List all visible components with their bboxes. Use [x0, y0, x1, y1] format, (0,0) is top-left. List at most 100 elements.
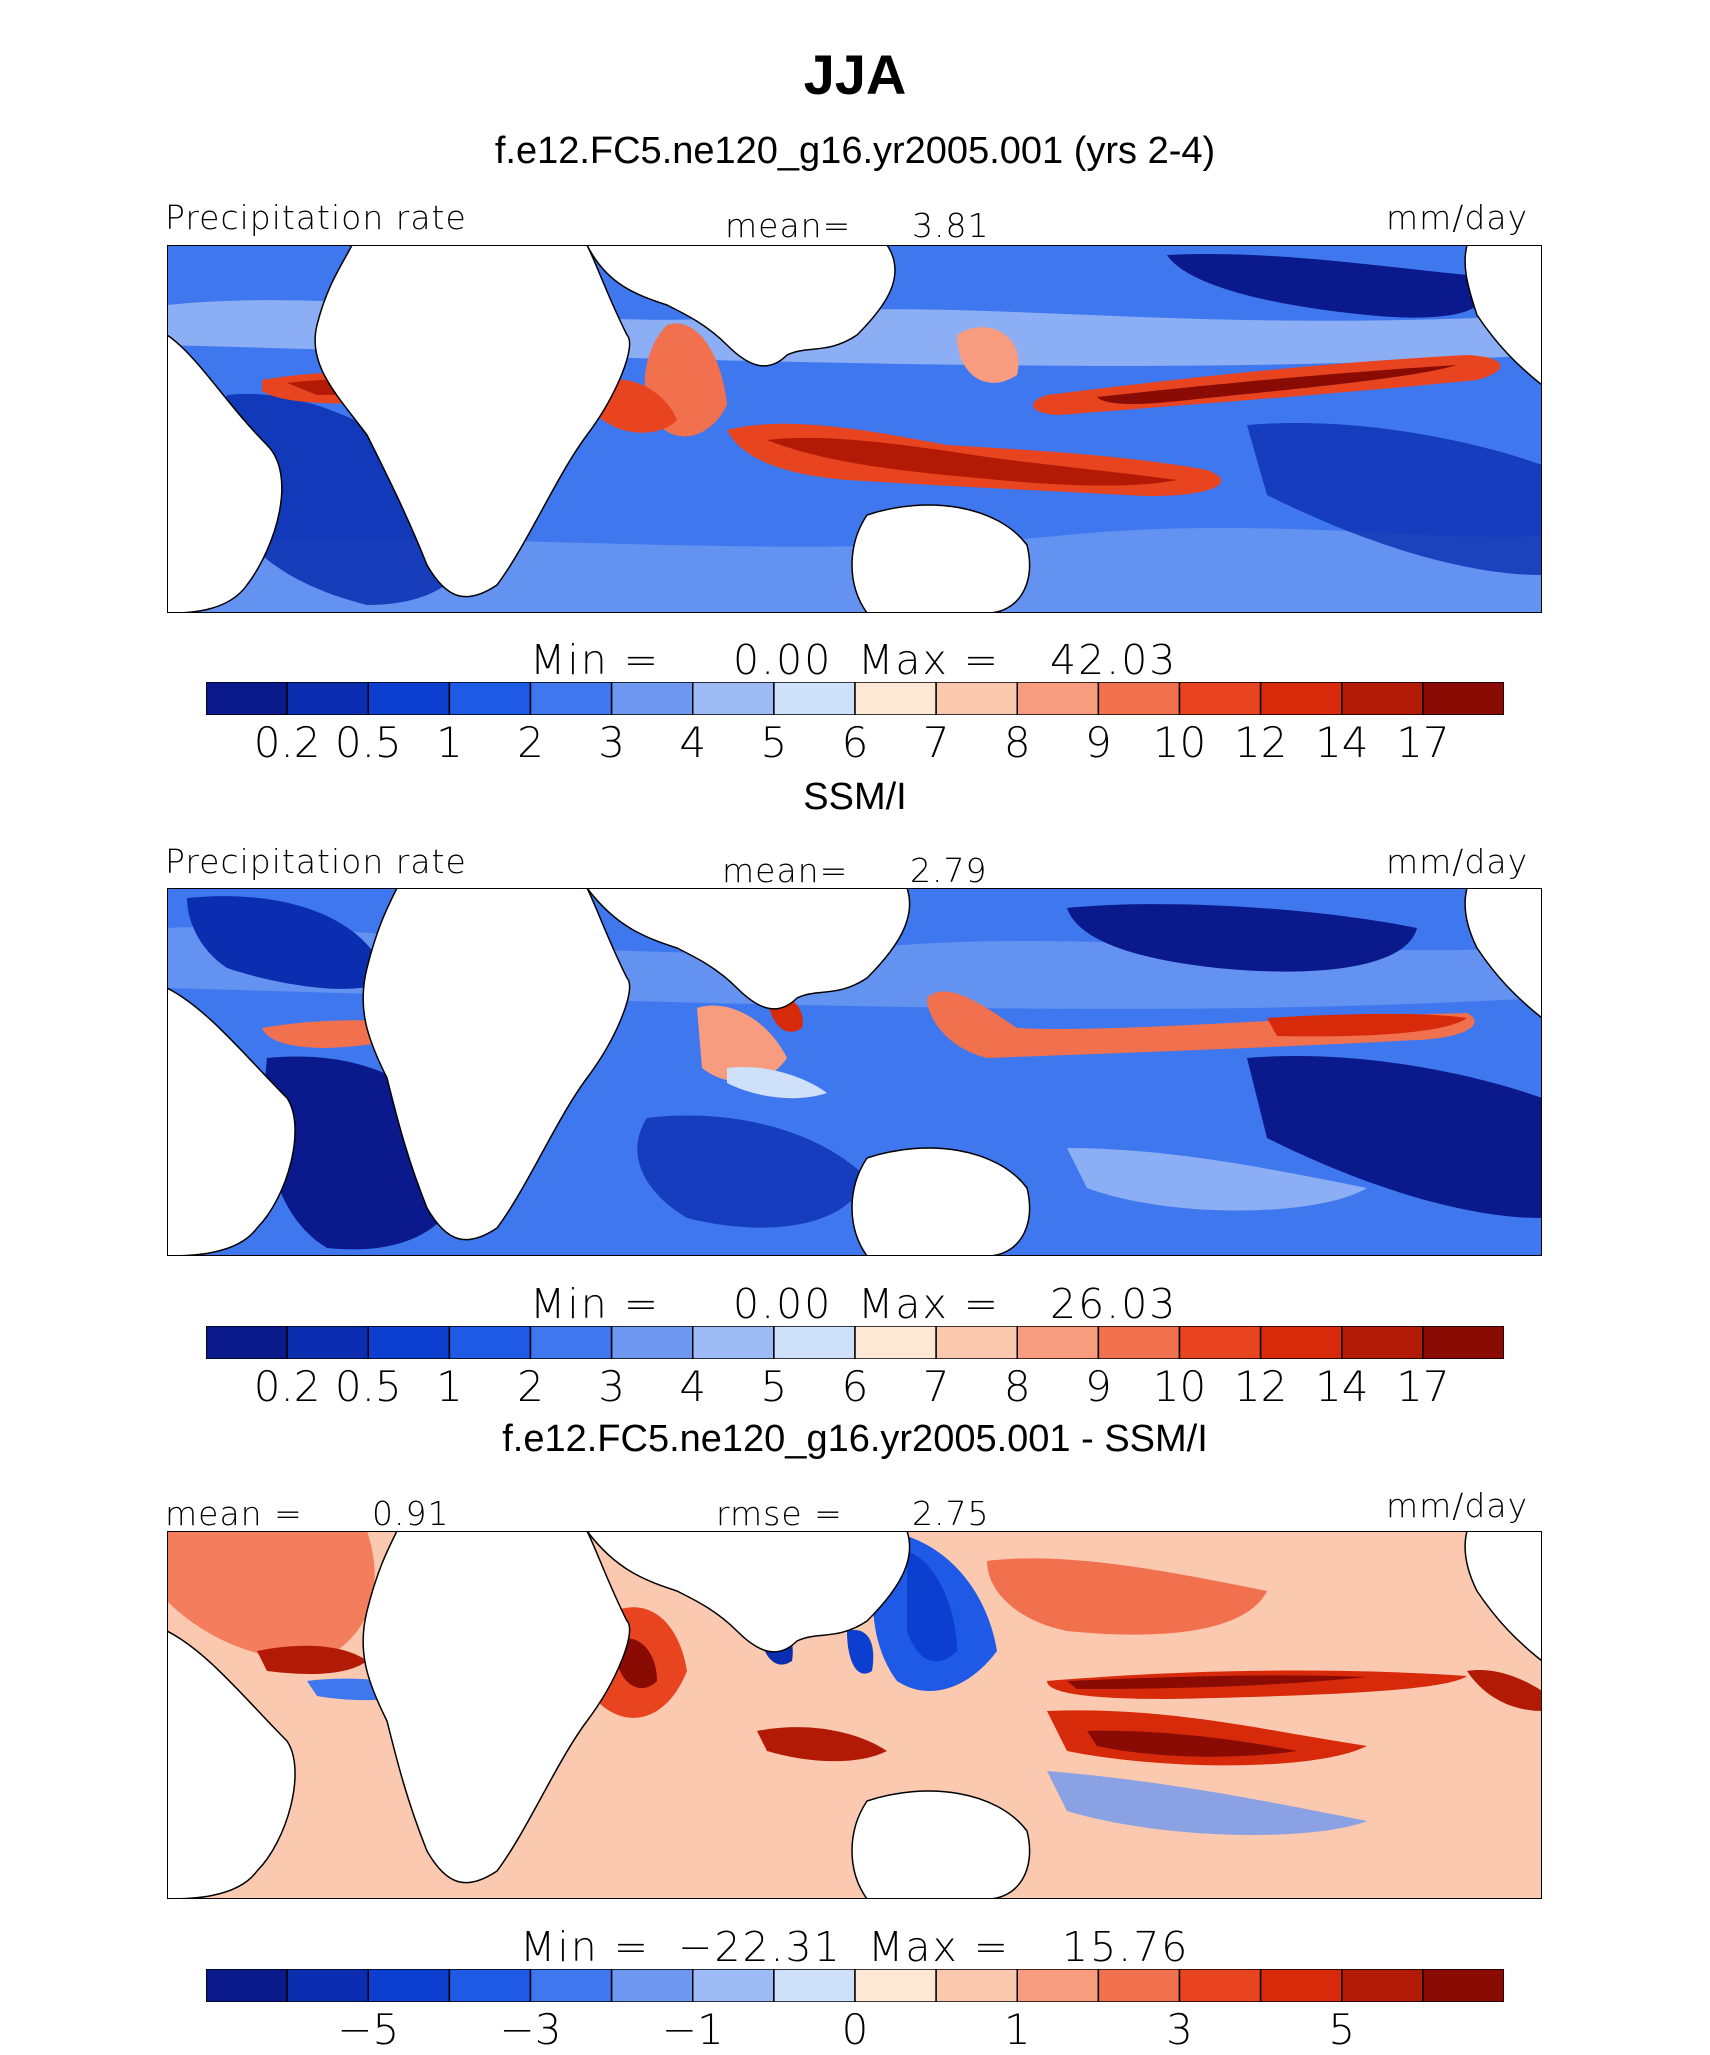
colorbar-2-swatch	[854, 1326, 937, 1359]
panel-1-title: f.e12.FC5.ne120_g16.yr2005.001 (yrs 2-4)	[494, 130, 1216, 172]
panel-2-colorbar	[206, 1326, 1504, 1359]
colorbar-2-swatch	[1259, 1326, 1343, 1359]
panel-3-title: f.e12.FC5.ne120_g16.yr2005.001 - SSM/I	[502, 1418, 1208, 1460]
panel-2-map	[167, 888, 1542, 1256]
colorbar-3-swatch	[854, 1969, 937, 2002]
page-title: JJA	[803, 43, 907, 106]
australia-land	[851, 504, 1031, 613]
colorbar-2-swatch	[935, 1326, 1019, 1359]
panel-2-max-value: 26.03	[1050, 1280, 1178, 1328]
colorbar-1-tick-label: 10	[1152, 718, 1207, 767]
north-america-land	[1464, 245, 1542, 386]
colorbar-1-tick-label: 7	[922, 718, 950, 767]
colorbar-1-tick-label: 9	[1085, 718, 1112, 767]
colorbar-3-swatch	[1016, 1969, 1100, 2002]
colorbar-2-tick-label: 1	[436, 1362, 463, 1411]
panel-2-mean-label: mean=	[722, 851, 849, 890]
colorbar-2-swatch	[448, 1326, 532, 1359]
panel-1-variable: Precipitation rate	[165, 198, 467, 237]
colorbar-2-swatch	[206, 1326, 288, 1359]
colorbar-1-tick-label: 0.2	[253, 718, 321, 767]
south-america-land	[167, 334, 283, 613]
colorbar-1-tick-label: 12	[1233, 718, 1288, 767]
panel-2-max-label: Max =	[858, 1280, 1001, 1328]
colorbar-1-swatch	[1259, 682, 1343, 715]
colorbar-2-tick-label: 3	[598, 1362, 625, 1411]
colorbar-3-swatch	[692, 1969, 775, 2002]
panel-3-colorbar	[206, 1969, 1504, 2002]
colorbar-2-tick-label: 17	[1396, 1362, 1450, 1411]
colorbar-2-swatch	[529, 1326, 613, 1359]
colorbar-2-swatch	[286, 1326, 370, 1359]
colorbar-2-tick-label: 4	[679, 1362, 707, 1411]
colorbar-2-swatch	[1178, 1326, 1262, 1359]
colorbar-1-swatch	[206, 682, 288, 715]
eurasia-land	[586, 245, 896, 367]
colorbar-2-tick-label: 2	[517, 1362, 544, 1411]
panel-2-min-value: 0.00	[733, 1280, 833, 1328]
colorbar-1-swatch	[692, 682, 775, 715]
colorbar-2-tick-label: 7	[922, 1362, 950, 1411]
colorbar-1-swatch	[1178, 682, 1262, 715]
colorbar-1-swatch	[610, 682, 694, 715]
panel-1-mean-label: mean=	[725, 206, 852, 245]
colorbar-1-tick-label: 6	[841, 718, 869, 767]
panel-2-colorbar-ticks: 0.2 0.5 1 2 3 4 5 6 7 8 9 10 12 14 17	[206, 1362, 1504, 1412]
panel-1-colorbar-ticks: 0.2 0.5 1 2 3 4 5 6 7 8 9 10 12 14 17	[206, 718, 1504, 768]
colorbar-1-swatch	[367, 682, 451, 715]
panel-3-colorbar-ticks: −5 −3 −1 0 1 3 5	[206, 2005, 1504, 2055]
panel-2-mean-value: 2.79	[910, 851, 988, 890]
colorbar-2-tick-label: 5	[760, 1362, 788, 1411]
colorbar-3-tick-label: 5	[1328, 2005, 1356, 2054]
colorbar-1-swatch	[935, 682, 1019, 715]
colorbar-1-tick-label: 0.5	[334, 718, 402, 767]
colorbar-3-tick-label: −5	[337, 2005, 400, 2054]
colorbar-3-swatch	[1097, 1969, 1181, 2002]
panel-3-mean-value: 0.91	[372, 1494, 450, 1533]
colorbar-1-swatch	[854, 682, 937, 715]
colorbar-1-tick-label: 14	[1315, 718, 1369, 767]
panel-3-map	[167, 1531, 1542, 1899]
colorbar-3-swatch	[367, 1969, 451, 2002]
panel-3-units: mm/day	[1386, 1486, 1529, 1525]
colorbar-1-swatch	[1422, 682, 1504, 715]
colorbar-2-tick-label: 14	[1315, 1362, 1369, 1411]
colorbar-2-tick-label: 10	[1152, 1362, 1207, 1411]
colorbar-3-swatch	[935, 1969, 1019, 2002]
colorbar-2-tick-label: 12	[1233, 1362, 1288, 1411]
colorbar-2-tick-label: 8	[1003, 1362, 1031, 1411]
panel-2-min-label: Min =	[530, 1280, 661, 1328]
panel-2-units: mm/day	[1386, 842, 1529, 881]
panel-1-mean-value: 3.81	[912, 206, 990, 245]
colorbar-1-swatch	[529, 682, 613, 715]
colorbar-2-tick-label: 6	[841, 1362, 869, 1411]
panel-3-max-label: Max =	[868, 1923, 1011, 1971]
colorbar-3-swatch	[773, 1969, 856, 2002]
colorbar-1-swatch	[1097, 682, 1181, 715]
colorbar-1-tick-label: 4	[679, 718, 707, 767]
panel-3-max-value: 15.76	[1062, 1923, 1190, 1971]
panel-1-units: mm/day	[1386, 198, 1529, 237]
panel-3-min-label: Min =	[520, 1923, 651, 1971]
panel-1-colorbar	[206, 682, 1504, 715]
colorbar-1-tick-label: 1	[436, 718, 463, 767]
colorbar-3-swatch	[206, 1969, 288, 2002]
colorbar-3-tick-label: −3	[499, 2005, 562, 2054]
panel-1-min-label: Min =	[530, 636, 661, 684]
colorbar-3-tick-label: 3	[1166, 2005, 1193, 2054]
colorbar-3-swatch	[610, 1969, 694, 2002]
colorbar-1-swatch	[1016, 682, 1100, 715]
colorbar-1-swatch	[773, 682, 856, 715]
colorbar-2-tick-label: 0.5	[334, 1362, 402, 1411]
colorbar-2-swatch	[1097, 1326, 1181, 1359]
africa-land	[314, 245, 631, 598]
colorbar-2-swatch	[692, 1326, 775, 1359]
colorbar-2-tick-label: 0.2	[253, 1362, 321, 1411]
panel-3-mean-label: mean =	[165, 1494, 303, 1533]
colorbar-3-tick-label: 1	[1003, 2005, 1031, 2054]
colorbar-1-swatch	[286, 682, 370, 715]
colorbar-1-tick-label: 2	[517, 718, 544, 767]
colorbar-3-swatch	[1178, 1969, 1262, 2002]
colorbar-1-tick-label: 5	[760, 718, 788, 767]
panel-1-max-value: 42.03	[1050, 636, 1178, 684]
